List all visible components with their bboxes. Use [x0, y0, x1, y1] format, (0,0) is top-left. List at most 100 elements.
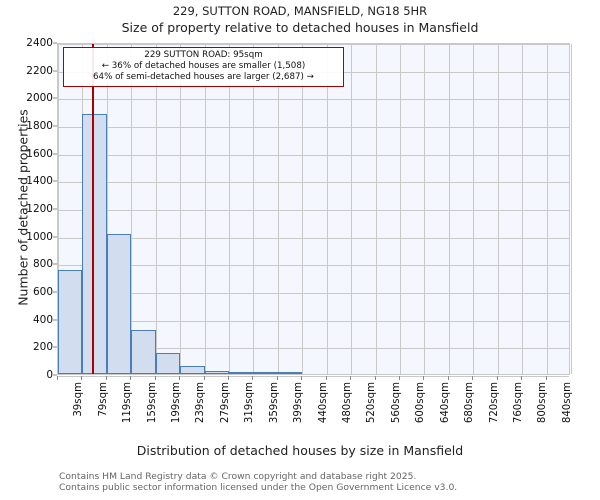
- gridline-horizontal: [58, 127, 569, 128]
- x-axis-labels: 39sqm 79sqm 119sqm 159sqm 199sqm 239sqm 279sqm…: [57, 376, 573, 438]
- x-axis-tick-mark: [81, 376, 83, 380]
- x-axis-tick-mark: [325, 376, 327, 380]
- footer-line-1: Contains HM Land Registry data © Crown c…: [59, 471, 417, 482]
- histogram-bar: [58, 270, 83, 374]
- page-title: 229, SUTTON ROAD, MANSFIELD, NG18 5HR: [172, 4, 428, 18]
- histogram-bar: [106, 234, 132, 374]
- gridline-vertical: [522, 44, 524, 374]
- y-axis-tick-label: 400: [32, 313, 53, 326]
- chart-title-block: 229, SUTTON ROAD, MANSFIELD, NG18 5HR Si…: [0, 3, 600, 36]
- plot-area: [57, 43, 572, 377]
- x-axis-tick-label: 560sqm: [390, 382, 402, 424]
- y-axis-tick-mark: [53, 180, 57, 182]
- x-axis-tick-label: 440sqm: [317, 382, 329, 424]
- gridline-vertical: [58, 44, 59, 374]
- x-axis-tick-mark: [179, 376, 181, 380]
- x-axis-tick-label: 800sqm: [537, 382, 549, 424]
- y-axis-tick-label: 2400: [26, 37, 53, 49]
- gridline-horizontal: [58, 44, 569, 45]
- x-axis-tick-label: 319sqm: [244, 382, 256, 424]
- x-axis-tick-mark: [521, 376, 523, 380]
- y-axis-tick-mark: [53, 42, 57, 44]
- x-axis-tick-mark: [203, 376, 205, 380]
- histogram-bar: [229, 371, 254, 374]
- histogram-bar: [204, 370, 229, 374]
- y-axis-tick-label: 200: [32, 341, 53, 354]
- y-axis-tick-mark: [53, 208, 57, 210]
- gridline-vertical: [546, 44, 548, 374]
- gridline-vertical: [229, 44, 230, 374]
- y-axis-tick-label: 2000: [26, 92, 53, 105]
- x-axis-tick-mark: [374, 376, 376, 380]
- chart-subtitle: Size of property relative to detached ho…: [121, 20, 479, 35]
- gridline-vertical: [253, 44, 255, 374]
- x-axis-tick-mark: [57, 376, 58, 380]
- y-axis-tick-label: 0: [46, 369, 53, 381]
- gridline-vertical: [448, 44, 450, 374]
- y-axis-labels: 0 200 400 600 800 1000 1200 1400 1600 1800 2000 220…: [0, 37, 57, 381]
- y-axis-tick-mark: [53, 346, 57, 348]
- y-axis-tick-mark: [53, 236, 57, 238]
- x-axis-tick-mark: [228, 376, 229, 380]
- gridline-horizontal: [58, 237, 569, 239]
- histogram-bar: [277, 372, 303, 374]
- gridline-vertical: [571, 44, 572, 374]
- y-axis-tick-label: 1400: [26, 175, 53, 188]
- property-marker-line: [92, 44, 94, 374]
- y-axis-tick-label: 800: [32, 258, 53, 271]
- footer-attribution: Contains HM Land Registry data © Crown c…: [59, 471, 599, 493]
- y-axis-tick-mark: [53, 263, 57, 265]
- x-axis-tick-label: 760sqm: [512, 382, 524, 424]
- y-axis-tick-label: 1800: [26, 120, 53, 132]
- x-axis-tick-mark: [545, 376, 547, 380]
- x-axis-tick-mark: [399, 376, 400, 380]
- x-axis-tick-label: 199sqm: [170, 382, 182, 424]
- y-axis-tick-label: 1200: [26, 203, 53, 215]
- annotation-line-1: 229 SUTTON ROAD: 95sqm: [144, 50, 263, 60]
- histogram-bar: [131, 329, 156, 374]
- x-axis-tick-label: 279sqm: [219, 382, 231, 424]
- annotation-line-3: 64% of semi-detached houses are larger (…: [93, 72, 314, 82]
- gridline-horizontal: [58, 182, 569, 184]
- gridline-vertical: [131, 44, 133, 374]
- annotation-callout: 229 SUTTON ROAD: 95sqm ← 36% of detached…: [63, 47, 344, 87]
- histogram-bar: [253, 372, 278, 374]
- y-axis-tick-label: 600: [32, 286, 53, 298]
- x-axis-tick-mark: [472, 376, 474, 380]
- x-axis-tick-label: 840sqm: [561, 382, 573, 424]
- x-axis-tick-mark: [154, 376, 156, 380]
- gridline-horizontal: [58, 210, 569, 211]
- gridline-horizontal: [58, 320, 569, 322]
- y-axis-tick-mark: [53, 70, 57, 72]
- gridline-horizontal: [58, 348, 569, 350]
- x-axis-tick-mark: [350, 376, 352, 380]
- x-axis-tick-label: 399sqm: [293, 382, 305, 424]
- gridline-vertical: [277, 44, 279, 374]
- x-axis-tick-label: 359sqm: [268, 382, 280, 424]
- x-axis-tick-mark: [276, 376, 278, 380]
- x-axis-tick-mark: [423, 376, 425, 380]
- x-axis-title: Distribution of detached houses by size …: [136, 443, 464, 458]
- x-axis-tick-label: 720sqm: [488, 382, 500, 424]
- gridline-vertical: [473, 44, 475, 374]
- y-axis-tick-mark: [53, 374, 57, 376]
- x-axis-tick-mark: [447, 376, 449, 380]
- histogram-bar: [180, 366, 205, 374]
- x-axis-tick-label: 520sqm: [366, 382, 378, 424]
- y-axis-tick-mark: [53, 97, 57, 99]
- y-axis-tick-label: 2200: [26, 64, 53, 77]
- x-axis-tick-label: 159sqm: [146, 382, 158, 424]
- gridline-horizontal: [58, 265, 569, 267]
- gridline-vertical: [375, 44, 377, 374]
- gridline-vertical: [351, 44, 353, 374]
- x-axis-tick-mark: [252, 376, 254, 380]
- x-axis-tick-label: 39sqm: [73, 382, 85, 417]
- y-axis-tick-mark: [53, 153, 57, 155]
- footer-line-2: Contains public sector information licen…: [59, 482, 458, 493]
- x-axis-tick-mark: [496, 376, 498, 380]
- x-axis-tick-label: 79sqm: [97, 382, 109, 417]
- x-axis-tick-mark: [130, 376, 132, 380]
- x-axis-tick-mark: [301, 376, 303, 380]
- x-axis-tick-label: 480sqm: [341, 382, 353, 424]
- x-axis-tick-label: 119sqm: [122, 382, 134, 424]
